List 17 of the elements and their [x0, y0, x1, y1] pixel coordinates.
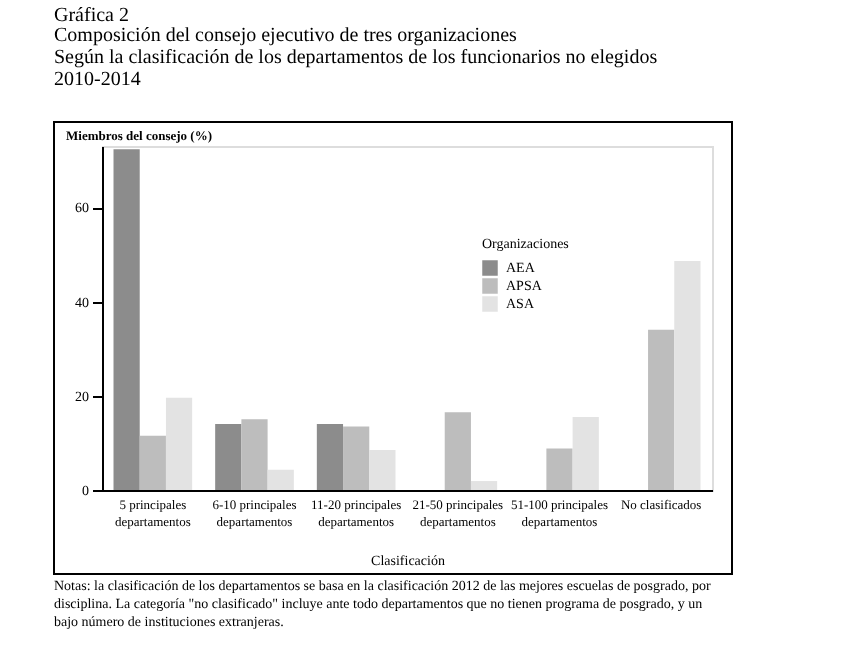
bar: [572, 416, 599, 490]
chart-subtitle: Composición del consejo ejecutivo de tres organizaciones Según la clasificación de los departamentos de los funcionarios no elegidos 2010-2014: [54, 25, 658, 91]
bar: [215, 424, 242, 490]
bar: [113, 149, 140, 490]
bar: [470, 481, 498, 490]
bar: [316, 424, 344, 490]
bar: [343, 426, 370, 490]
chart-title: Gráfica 2: [54, 5, 129, 27]
bar: [139, 435, 166, 490]
bar: [369, 449, 396, 490]
bar: [444, 412, 471, 490]
bar: [241, 419, 268, 490]
bar: [648, 329, 675, 490]
bar: [267, 469, 294, 490]
bar: [165, 397, 193, 490]
bar: [674, 260, 701, 490]
bar: [546, 448, 573, 490]
